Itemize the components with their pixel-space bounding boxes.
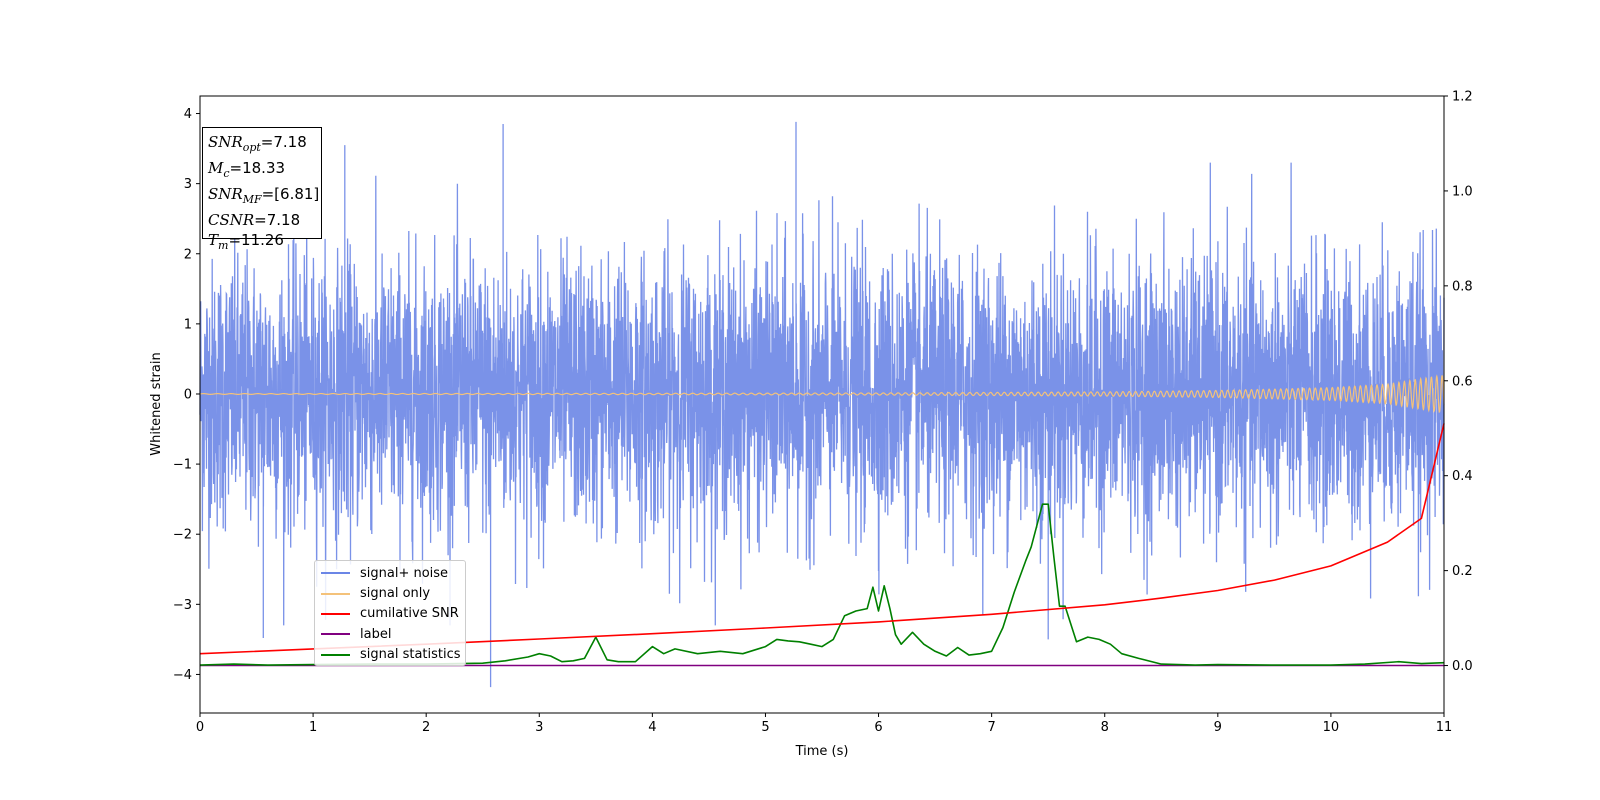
x-tick-label: 9	[1214, 720, 1222, 735]
y-left-tick-label: 4	[184, 107, 192, 122]
y-left-tick-label: −3	[173, 598, 192, 613]
cumulative-snr-line	[199, 423, 1445, 655]
y-left-tick-label: 3	[184, 177, 192, 192]
mc-value: =18.33	[229, 159, 286, 177]
legend: signal+ noise signal only cumilative SNR…	[314, 560, 466, 666]
x-tick-label: 2	[422, 720, 430, 735]
legend-item-cumulative-snr: cumilative SNR	[321, 604, 459, 624]
y-right-tick-label: 0.0	[1452, 659, 1473, 674]
signal-only-series	[199, 374, 1445, 413]
legend-swatch	[321, 633, 350, 636]
csnr-value: =7.18	[254, 211, 301, 229]
mc-line: Mc=18.33	[208, 159, 286, 180]
signal-noise-line	[199, 121, 1445, 688]
legend-swatch	[321, 592, 350, 595]
y-left-tick-label: 1	[184, 317, 192, 332]
x-tick-label: 6	[874, 720, 882, 735]
y-left-tick-label: 2	[184, 247, 192, 262]
legend-label: cumilative SNR	[360, 606, 459, 622]
legend-label: signal+ noise	[360, 565, 449, 581]
x-tick-label: 7	[987, 720, 995, 735]
y-right-tick-label: 1.2	[1452, 90, 1473, 105]
y-right-tick-label: 0.2	[1452, 564, 1473, 579]
y-right-tick-label: 0.4	[1452, 469, 1473, 484]
x-tick-label: 5	[761, 720, 769, 735]
legend-item-label: label	[321, 624, 459, 644]
signal-noise-series	[199, 121, 1445, 688]
legend-label: signal only	[360, 586, 431, 602]
legend-item-signal-statistics: signal statistics	[321, 645, 461, 665]
legend-swatch	[321, 653, 350, 656]
x-tick-label: 11	[1436, 720, 1453, 735]
legend-label: label	[360, 626, 392, 642]
signal-statistics-line	[199, 503, 1445, 666]
x-tick-label: 4	[648, 720, 656, 735]
y-left-tick-label: −1	[173, 458, 192, 473]
y-axis-left-label: Whitened strain	[149, 352, 164, 455]
plot-frame	[199, 95, 1445, 714]
x-tick-label: 3	[535, 720, 543, 735]
tm-line: Tm=11.26	[208, 231, 284, 252]
y-left-tick-label: 0	[184, 387, 192, 402]
x-tick-label: 8	[1101, 720, 1109, 735]
legend-swatch	[321, 612, 350, 615]
x-axis-label: Time (s)	[795, 744, 849, 759]
x-tick-label: 0	[196, 720, 204, 735]
legend-swatch	[321, 572, 350, 575]
y-right-tick-label: 1.0	[1452, 184, 1473, 199]
legend-item-signal-noise: signal+ noise	[321, 563, 459, 583]
y-left-tick-label: −2	[173, 528, 192, 543]
y-left-tick-label: −4	[173, 668, 192, 683]
y-right-tick-label: 0.6	[1452, 374, 1473, 389]
annotation-box: SNRopt=7.18 Mc=18.33 SNRMF=[6.81] CSNR=7…	[202, 127, 322, 252]
snr-opt-line: SNRopt=7.18	[208, 133, 307, 154]
x-tick-label: 1	[309, 720, 317, 735]
tm-value: =11.26	[228, 231, 284, 249]
csnr-line: CSNR=7.18	[208, 211, 301, 229]
legend-item-signal-only: signal only	[321, 583, 459, 603]
y-right-tick-label: 0.8	[1452, 279, 1473, 294]
snr-mf-line: SNRMF=[6.81]	[208, 185, 320, 206]
y-axis-right-ticks: 0.0 0.2 0.4 0.6 0.8 1.0 1.2	[1444, 90, 1473, 674]
legend-label: signal statistics	[360, 647, 461, 663]
x-tick-label: 10	[1323, 720, 1340, 735]
x-axis-ticks: 0 1 2 3 4 5 6 7 8 9 10 11	[196, 713, 1452, 735]
snr-opt-value: =7.18	[260, 133, 307, 151]
signal-only-line	[199, 374, 1445, 413]
snr-mf-value: =[6.81]	[261, 185, 320, 203]
y-axis-left-ticks: −4 −3 −2 −1 0 1 2 3 4	[173, 107, 200, 683]
